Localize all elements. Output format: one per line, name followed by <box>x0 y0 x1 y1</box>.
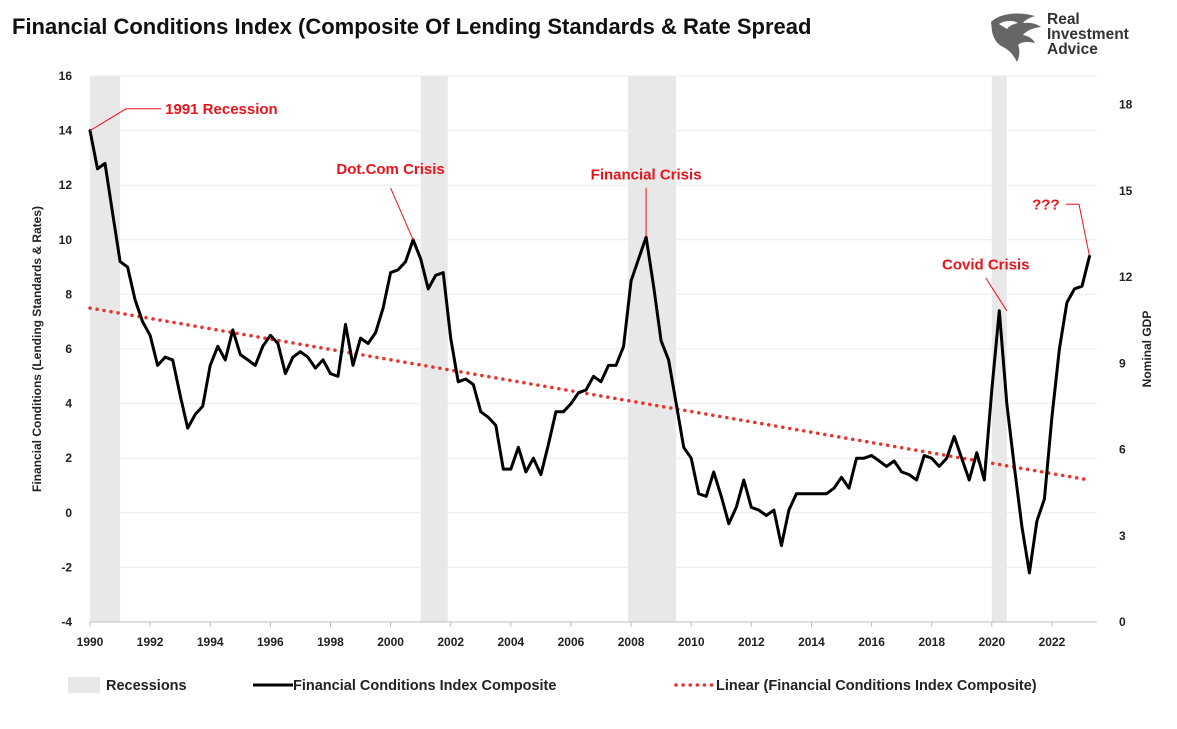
x-tick-label: 2000 <box>377 635 404 649</box>
x-tick-label: 2022 <box>1039 635 1066 649</box>
annotation-leader-1 <box>390 187 414 240</box>
x-tick-label: 2008 <box>618 635 645 649</box>
annotation-label: 1991 Recession <box>165 101 278 118</box>
x-tick-label: 2016 <box>858 635 885 649</box>
annotation-label: Dot.Com Crisis <box>336 161 444 178</box>
x-tick-label: 2020 <box>978 635 1005 649</box>
annotation-leader-3 <box>985 277 1008 312</box>
y-tick-label: 2 <box>65 451 72 465</box>
y-tick-label: 6 <box>65 342 72 356</box>
x-tick-label: 1996 <box>257 635 284 649</box>
x-tick-label: 1992 <box>137 635 164 649</box>
legend: Recessions Financial Conditions Index Com… <box>68 677 1037 694</box>
x-tick-label: 2014 <box>798 635 825 649</box>
x-tick-label: 1990 <box>77 635 104 649</box>
x-tick-label: 2002 <box>437 635 464 649</box>
x-tick-label: 2018 <box>918 635 945 649</box>
trend-line-path <box>88 306 1092 482</box>
brand-line-1: Real <box>1047 11 1080 28</box>
trend-line <box>88 306 1092 482</box>
legend-label-recessions: Recessions <box>106 678 187 694</box>
y2-tick-label: 0 <box>1119 615 1126 629</box>
x-tick-label: 2010 <box>678 635 705 649</box>
annotation-label: Covid Crisis <box>942 256 1030 273</box>
y-axis-label: Financial Conditions (Lending Standards … <box>30 206 44 492</box>
y-tick-label: 16 <box>59 69 73 83</box>
brand-name: Real Investment Advice <box>1047 11 1129 58</box>
annotations: 1991 Recession Dot.Com Crisis Financial Cr… <box>89 101 1090 312</box>
annotation-label: ??? <box>1032 196 1060 213</box>
annotation-leader-4 <box>1065 203 1090 257</box>
legend-label-trend: Linear (Financial Conditions Index Compo… <box>716 678 1037 694</box>
x-tick-label: 2012 <box>738 635 765 649</box>
y2-tick-label: 6 <box>1119 443 1126 457</box>
series-group <box>88 129 1091 575</box>
y-tick-label: -2 <box>61 560 72 574</box>
y2-axis-label: Nominal GDP <box>1140 311 1154 388</box>
y-tick-label: 10 <box>59 233 73 247</box>
x-tick-label: 2004 <box>497 635 524 649</box>
annotation-label: Financial Crisis <box>591 166 702 183</box>
y2-tick-label: 18 <box>1119 98 1133 112</box>
x-tick-label: 2006 <box>558 635 585 649</box>
y2-tick-label: 3 <box>1119 529 1126 543</box>
y2-tick-label: 15 <box>1119 184 1133 198</box>
chart-title: Financial Conditions Index (Composite Of… <box>12 14 812 39</box>
y-tick-label: 14 <box>59 124 73 138</box>
x-tick-label: 1998 <box>317 635 344 649</box>
axes: -4 -2 0 2 4 6 8 10 12 14 16 0 3 6 9 12 15 18 1990 1992 1994 1… <box>30 69 1154 649</box>
y-tick-label: -4 <box>61 615 72 629</box>
brand-logo: Real Investment Advice <box>985 10 1135 64</box>
brand-line-3: Advice <box>1047 41 1098 58</box>
y-tick-label: 8 <box>65 287 72 301</box>
grid-lines <box>90 75 1097 623</box>
series-line-0 <box>88 129 1091 575</box>
y-tick-label: 0 <box>65 506 72 520</box>
y-tick-label: 4 <box>65 397 72 411</box>
legend-label-series: Financial Conditions Index Composite <box>293 678 556 694</box>
legend-swatch-recessions <box>68 677 100 693</box>
eagle-icon <box>991 13 1041 62</box>
y2-tick-label: 12 <box>1119 270 1133 284</box>
y2-tick-label: 9 <box>1119 356 1126 370</box>
brand-line-2: Investment <box>1047 26 1129 43</box>
x-tick-label: 1994 <box>197 635 224 649</box>
y-tick-label: 12 <box>59 178 73 192</box>
annotation-leader-0 <box>89 108 162 132</box>
